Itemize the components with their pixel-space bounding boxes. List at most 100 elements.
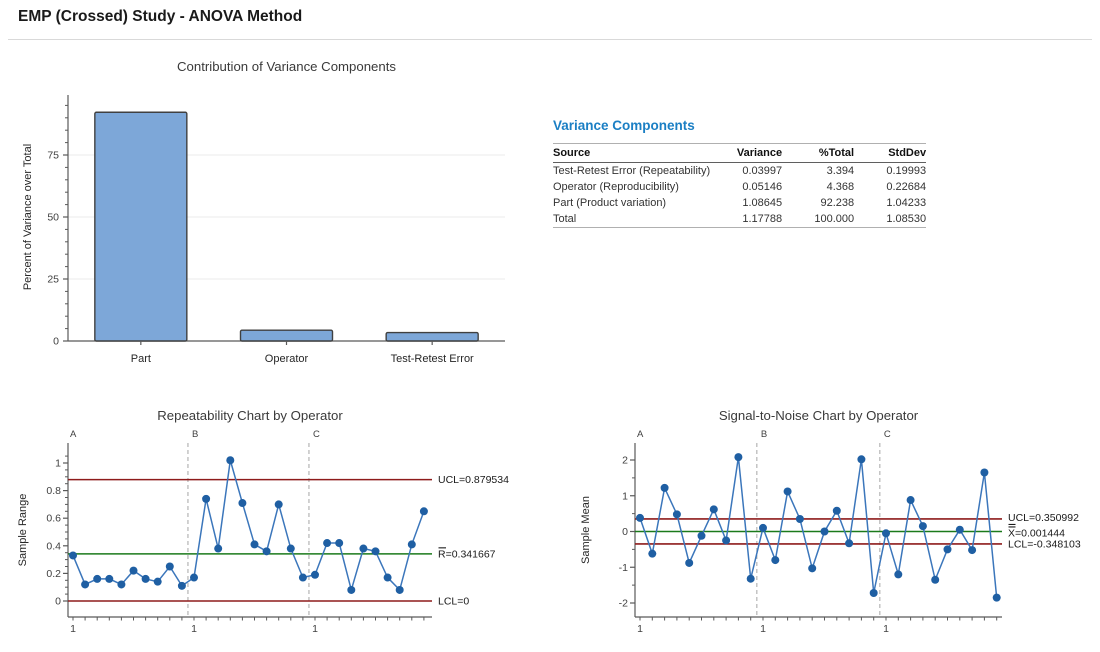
table-cell: Operator (Reproducibility)	[553, 181, 679, 193]
y-tick-label: 50	[47, 212, 59, 224]
data-point	[955, 525, 964, 534]
data-point	[894, 570, 903, 579]
table-cell: 0.22684	[886, 181, 927, 193]
data-point	[153, 577, 162, 586]
data-point	[141, 574, 150, 583]
y-axis-title: Percent of Variance over Total	[22, 144, 34, 290]
data-point	[117, 580, 126, 589]
data-point	[943, 545, 952, 554]
data-point	[407, 540, 416, 549]
y-tick-label: -1	[619, 562, 628, 574]
bar	[94, 111, 188, 342]
x-tick-label: 1	[760, 623, 766, 635]
ucl-label: UCL=0.879534	[438, 474, 509, 486]
data-point	[105, 574, 114, 583]
data-point	[746, 574, 755, 583]
data-point	[882, 529, 890, 538]
y-tick-label: 0	[55, 596, 61, 608]
column-header-variance: Variance	[710, 143, 783, 163]
column-header-pct-total: %Total	[782, 143, 855, 163]
signal-to-noise-chart: Signal-to-Noise Chart by Operator -2 -1 0 1 2…	[580, 408, 1081, 635]
x-tick-label: 1	[637, 623, 643, 635]
table-cell: Part (Product variation)	[553, 197, 667, 209]
data-point	[81, 580, 90, 589]
data-point	[371, 547, 380, 556]
data-point	[274, 500, 283, 509]
column-header-source: Source	[553, 143, 711, 163]
data-point	[918, 522, 927, 531]
data-point	[734, 453, 743, 462]
table-cell: 4.368	[826, 181, 855, 193]
data-point	[129, 566, 138, 575]
table-header-row: Source Variance %Total StdDev	[553, 143, 927, 163]
table-cell: Test-Retest Error (Repeatability)	[553, 165, 711, 177]
data-point	[992, 593, 1001, 602]
variance-components-panel: Variance Components Source Variance %Tot…	[553, 118, 927, 228]
data-point	[771, 556, 780, 565]
series-line	[639, 457, 998, 598]
group-label: C	[884, 429, 891, 440]
data-point	[311, 570, 319, 579]
data-point	[262, 547, 271, 556]
data-point	[832, 506, 841, 515]
data-point	[395, 585, 404, 594]
x-tick-label: 1	[883, 623, 889, 635]
table-row: Operator (Reproducibility) 0.05146 4.368 0.…	[553, 179, 926, 195]
data-point	[672, 510, 681, 519]
data-point	[906, 496, 915, 505]
y-tick-label: 2	[622, 455, 628, 467]
data-point	[177, 581, 186, 590]
category-label: Operator	[265, 353, 309, 365]
data-point	[709, 505, 718, 514]
data-point	[359, 544, 368, 553]
y-tick-label: 0.6	[46, 513, 61, 525]
data-point	[202, 494, 211, 503]
y-axis-title: Sample Mean	[580, 496, 592, 564]
data-point	[980, 468, 989, 477]
bar	[239, 329, 334, 342]
table-cell: 3.394	[826, 165, 855, 177]
contribution-of-variance-chart: Contribution of Variance Components 0 25 50…	[22, 59, 505, 365]
group-label: B	[761, 429, 767, 440]
data-point	[335, 539, 344, 548]
chart-title: Signal-to-Noise Chart by Operator	[719, 408, 919, 423]
data-point	[722, 536, 731, 545]
data-point	[759, 523, 767, 532]
y-tick-label: 25	[47, 274, 59, 286]
data-point	[347, 585, 356, 594]
table-row: Total 1.17788 100.000 1.08530	[553, 211, 927, 228]
variance-components-heading: Variance Components	[553, 118, 695, 133]
data-point	[69, 551, 77, 560]
data-point	[636, 513, 644, 522]
y-tick-label: 0.8	[46, 485, 61, 497]
bar	[385, 331, 479, 342]
x-tick-label: 1	[312, 623, 318, 635]
data-point	[869, 588, 878, 597]
page-title: EMP (Crossed) Study - ANOVA Method	[18, 8, 303, 25]
data-point	[857, 455, 866, 464]
variance-components-table: Source Variance %Total StdDev Test-Retes…	[553, 143, 927, 228]
title-divider	[8, 39, 1092, 40]
data-point	[226, 456, 235, 465]
data-point	[968, 546, 977, 555]
data-point	[820, 527, 829, 536]
center-label: R=0.341667	[438, 548, 496, 560]
y-tick-label: 0.2	[46, 568, 61, 580]
category-label: Test-Retest Error	[391, 353, 474, 365]
data-point	[238, 499, 247, 508]
table-row: Test-Retest Error (Repeatability) 0.03997…	[553, 163, 926, 180]
data-point	[419, 507, 428, 516]
group-label: A	[637, 429, 644, 440]
y-tick-label: 75	[47, 150, 59, 162]
chart-title: Contribution of Variance Components	[177, 59, 396, 74]
table-cell: 0.05146	[742, 181, 783, 193]
group-label: C	[313, 429, 320, 440]
chart-title: Repeatability Chart by Operator	[157, 408, 343, 423]
data-point	[660, 483, 669, 492]
y-tick-label: 0.4	[46, 540, 61, 552]
column-header-stddev: StdDev	[854, 143, 927, 163]
data-point	[931, 575, 940, 584]
data-point	[250, 540, 259, 549]
lcl-label: LCL=-0.348103	[1008, 538, 1081, 550]
table-cell: 1.08530	[854, 211, 927, 228]
